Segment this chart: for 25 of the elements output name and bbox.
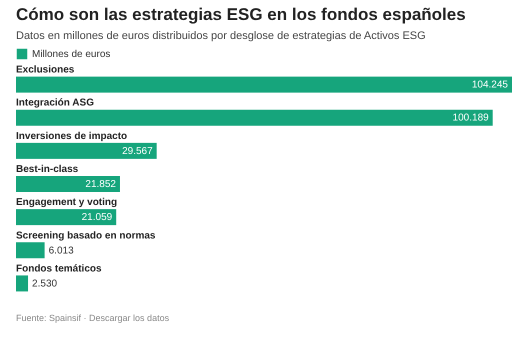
- data-label: 21.852: [85, 179, 116, 190]
- legend-label: Millones de euros: [32, 49, 110, 60]
- data-label: 104.245: [472, 80, 508, 91]
- y-tick-label: Fondos temáticos: [16, 263, 102, 274]
- bar: [16, 209, 116, 226]
- y-tick-label: Integración ASG: [16, 98, 94, 109]
- bar: [16, 242, 45, 258]
- data-label: 21.059: [82, 212, 113, 224]
- y-tick-label: Screening basado en normas: [16, 230, 156, 242]
- y-tick-label: Inversiones de impacto: [16, 130, 128, 142]
- chart-subtitle: Datos en millones de euros distribuidos por desglose de estrategias de Activos ESG: [16, 30, 426, 42]
- bar: [16, 110, 493, 126]
- data-label: 2.530: [32, 278, 58, 290]
- y-tick-label: Exclusiones: [16, 64, 75, 76]
- y-tick-label: Engagement y voting: [16, 197, 118, 208]
- bar: [16, 142, 157, 159]
- bar: [16, 275, 28, 292]
- chart-title: Cómo son las estrategias ESG en los fondos españoles: [16, 5, 466, 24]
- source-note: Fuente: Spainsif · Descargar los datos: [16, 313, 170, 323]
- bar: [16, 76, 512, 93]
- bar: [16, 176, 120, 192]
- data-label: 29.567: [122, 146, 154, 157]
- data-label: 100.189: [452, 112, 490, 124]
- y-tick-label: Best-in-class: [16, 164, 79, 175]
- data-label: 6.013: [48, 245, 74, 256]
